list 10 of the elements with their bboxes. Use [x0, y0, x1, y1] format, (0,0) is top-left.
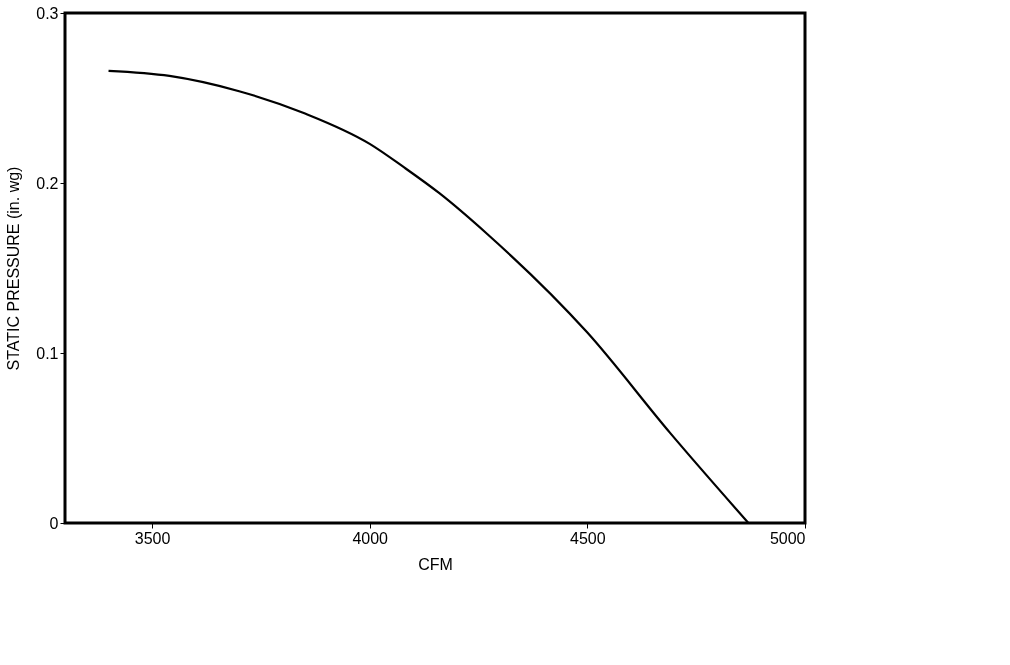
y-tick-label: 0: [49, 514, 59, 532]
y-axis-title: STATIC PRESSURE (in. wg): [5, 166, 23, 371]
x-axis-title: CFM: [418, 555, 453, 573]
x-tick-label: 4000: [352, 529, 389, 547]
y-tick-label: 0.1: [36, 344, 59, 362]
x-tick-label: 4500: [570, 529, 606, 547]
x-tick-label: 3500: [134, 529, 171, 547]
x-tick-label: 5000: [769, 529, 806, 547]
y-tick-label: 0.2: [36, 174, 59, 192]
y-tick-label: 0.3: [36, 4, 59, 22]
